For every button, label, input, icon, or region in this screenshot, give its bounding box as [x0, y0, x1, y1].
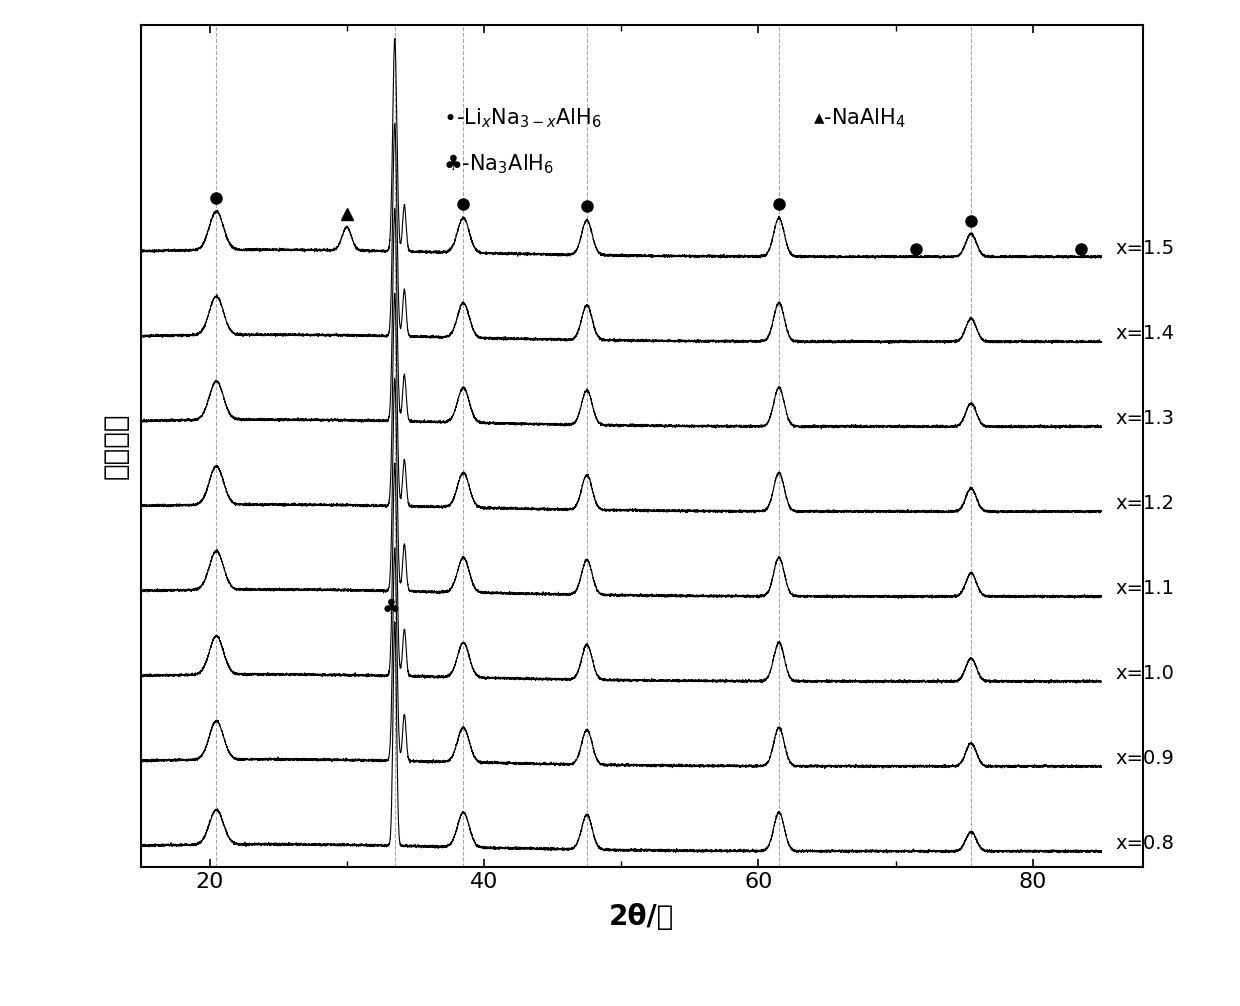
Text: x=1.2: x=1.2: [1115, 494, 1174, 513]
Text: x=0.9: x=0.9: [1115, 749, 1174, 768]
Text: x=1.0: x=1.0: [1115, 664, 1174, 683]
Text: x=1.5: x=1.5: [1115, 239, 1174, 259]
Text: $\blacktriangle$-NaAlH$_4$: $\blacktriangle$-NaAlH$_4$: [813, 106, 906, 130]
Text: ♣: ♣: [381, 597, 401, 617]
Text: x=0.8: x=0.8: [1115, 834, 1174, 853]
Text: x=1.3: x=1.3: [1115, 409, 1174, 429]
Text: $\bullet$-Li$_x$Na$_{3-x}$AlH$_6$: $\bullet$-Li$_x$Na$_{3-x}$AlH$_6$: [443, 106, 601, 130]
Y-axis label: 相对强度: 相对强度: [102, 412, 130, 479]
X-axis label: 2θ/度: 2θ/度: [609, 902, 675, 931]
Text: x=1.4: x=1.4: [1115, 324, 1174, 343]
Text: x=1.1: x=1.1: [1115, 579, 1174, 599]
Text: $\clubsuit$-Na$_3$AlH$_6$: $\clubsuit$-Na$_3$AlH$_6$: [443, 152, 554, 176]
